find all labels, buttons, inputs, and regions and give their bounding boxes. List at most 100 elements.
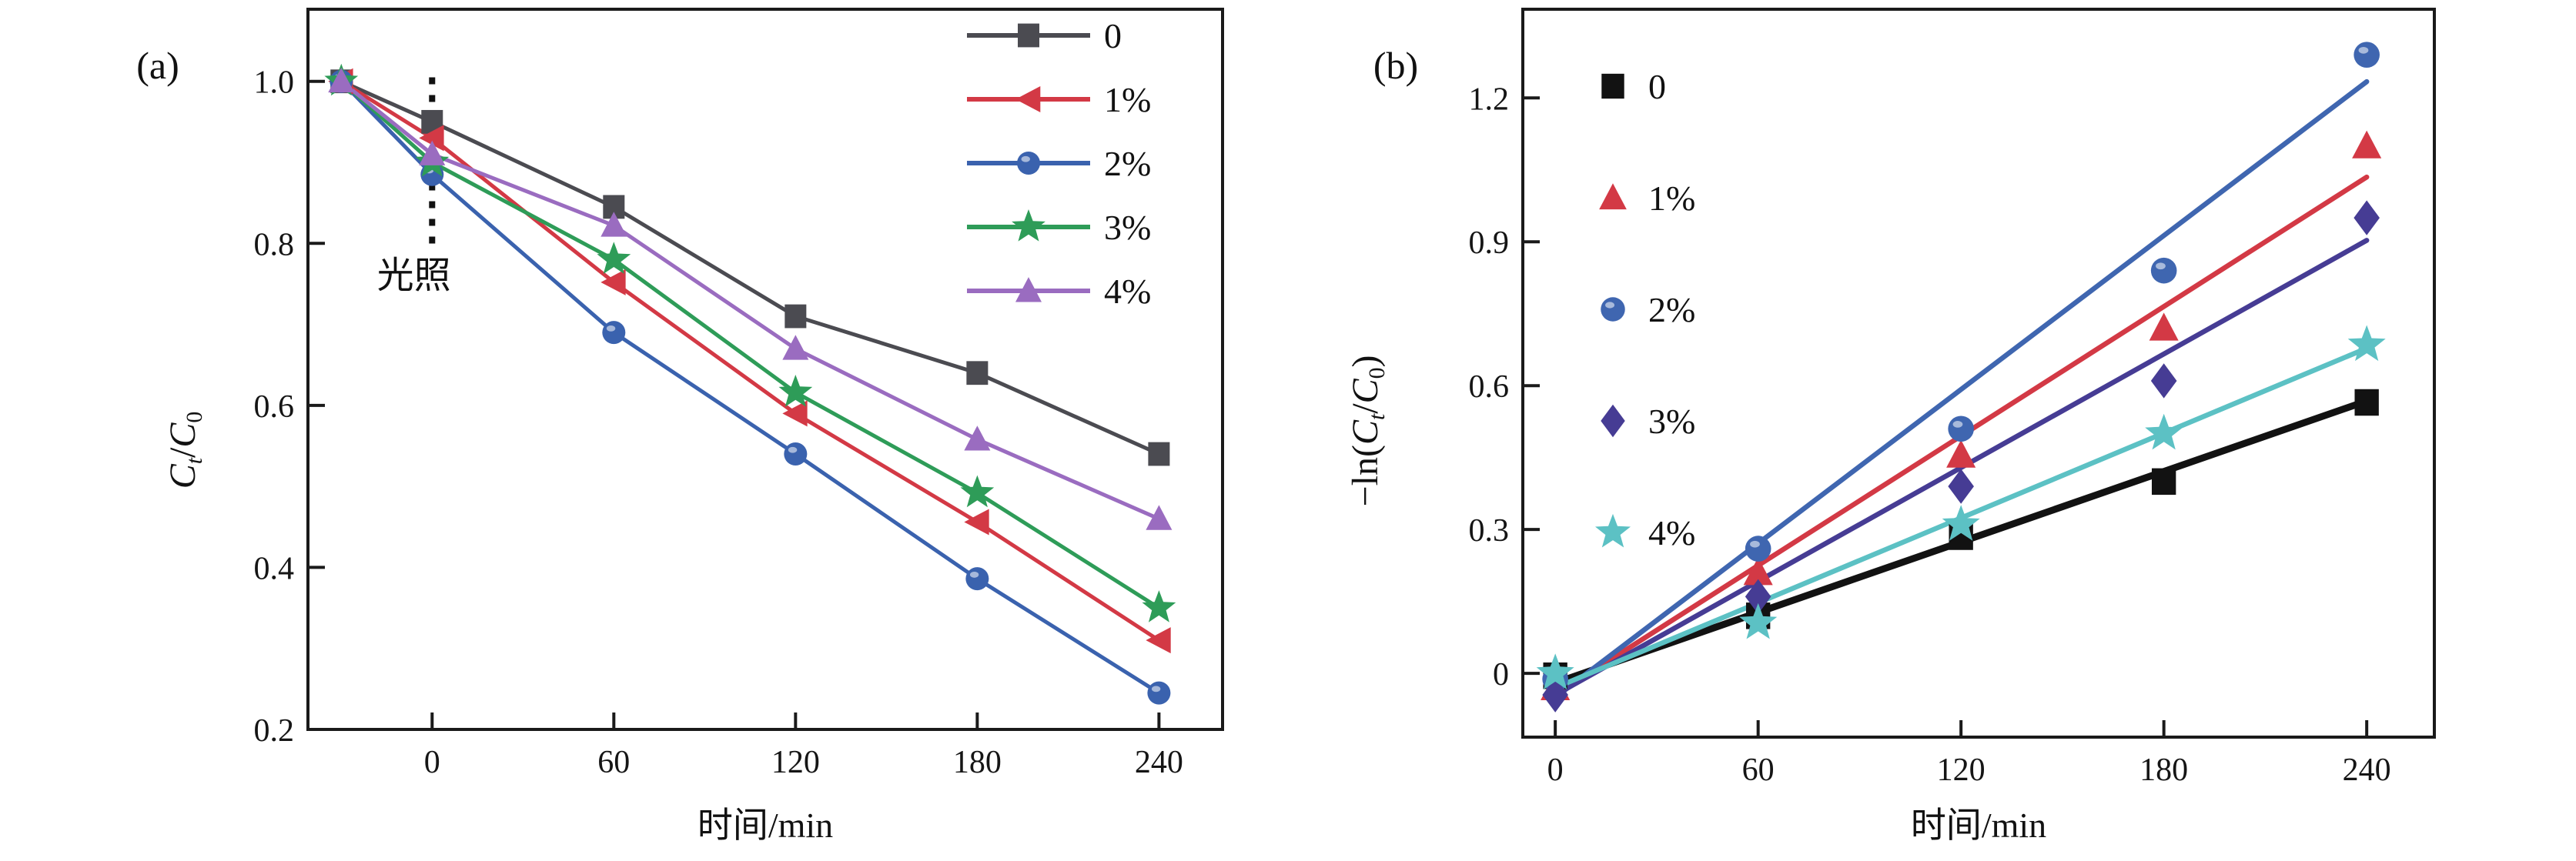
legend-label-0: 0 (1648, 67, 1666, 106)
y-tick-label: 0.6 (1469, 369, 1510, 405)
series-4-marker (2347, 325, 2386, 362)
series-0-marker (966, 361, 989, 385)
series-3-marker (1542, 677, 1568, 712)
series-1-marker (964, 509, 989, 536)
legend-marker-1% (1015, 86, 1041, 112)
legend-label-4%: 4% (1104, 272, 1151, 311)
series-1-marker (1946, 439, 1976, 468)
series-1-marker (1146, 627, 1171, 654)
y-axis-label-part: 0 (181, 411, 207, 423)
series-2-marker-sheen (2358, 46, 2369, 54)
series-4-marker (964, 425, 991, 451)
series-2-marker-sheen (606, 325, 616, 332)
chart-b-plot: 1.2 0.9 0.6 0.3 0 0 60 120 180 240 0 1% 2% 3% 4% (1469, 8, 2436, 788)
x-tick-label: 120 (1937, 753, 1986, 788)
series-4-marker (419, 140, 446, 165)
y-axis-label-part: t (1363, 413, 1390, 421)
series-3-marker (2150, 363, 2177, 399)
y-axis-label-part: 0 (1363, 367, 1390, 379)
legend-marker-0 (1601, 73, 1624, 99)
series-0-marker (1148, 442, 1170, 466)
x-tick-label: 60 (1742, 753, 1775, 788)
chart-panel-b: 1.2 0.9 0.6 0.3 0 0 60 120 180 240 0 1% 2% 3% 4% (b) −… (1288, 0, 2576, 861)
legend-marker-2% (1017, 152, 1040, 175)
legend-marker-4% (1595, 513, 1631, 548)
legend-marker-2%-sheen (1021, 155, 1030, 162)
series-3-fit-line (1552, 238, 2370, 698)
series-2-marker (1745, 536, 1771, 562)
y-axis-label-a: Ct/C0 (162, 412, 208, 489)
series-1-marker (419, 125, 444, 152)
x-axis-label-a: 时间/min (697, 806, 834, 845)
series-0-marker (2151, 468, 2176, 496)
legend-marker-0 (1018, 23, 1039, 48)
series-4-line (340, 79, 1160, 521)
legend-marker-2% (1601, 297, 1625, 322)
series-2-marker (602, 321, 626, 345)
x-tick-label: 180 (2139, 753, 2188, 788)
series-2-marker-sheen (788, 446, 798, 453)
series-2-marker-sheen (1750, 540, 1760, 548)
y-axis-label-part: C (162, 422, 204, 448)
x-tick-label: 0 (424, 745, 440, 780)
legend-label-3%: 3% (1648, 402, 1695, 441)
series-2-marker (784, 442, 808, 466)
y-axis-label-part: C (1345, 379, 1387, 404)
legend-label-2%: 2% (1104, 144, 1151, 183)
y-axis-label-part: / (1345, 403, 1387, 414)
y-axis-label-part: −ln( (1345, 445, 1387, 507)
series-4-marker (328, 67, 355, 93)
series-4-marker (1739, 602, 1778, 639)
y-tick-label: 0 (1493, 657, 1509, 692)
series-3-marker (2354, 200, 2380, 235)
y-axis-label-part: C (162, 464, 204, 489)
series-2-marker-sheen (1952, 421, 1963, 428)
x-tick-label: 60 (597, 745, 630, 780)
x-tick-label: 240 (2343, 753, 2391, 788)
series-3-marker (960, 475, 995, 508)
series-2-line (340, 79, 1160, 695)
series-2-marker (2354, 42, 2380, 68)
y-tick-label: 0.8 (254, 227, 295, 262)
legend-label-2%: 2% (1648, 290, 1695, 329)
y-axis-label-part: ) (1345, 355, 1387, 368)
y-axis-label-part: / (162, 447, 204, 458)
y-tick-label: 0.6 (254, 389, 295, 425)
plot-border (306, 8, 1224, 731)
series-1-marker (601, 269, 626, 295)
illumination-label: 光照 (377, 255, 451, 296)
series-2-marker-sheen (969, 572, 979, 578)
series-0-marker (785, 304, 807, 329)
series-0-line (340, 79, 1160, 456)
legend-label-0: 0 (1104, 16, 1122, 55)
series-2-marker (2150, 257, 2177, 284)
series-1-marker (2352, 130, 2382, 159)
y-axis-label-part: t (181, 457, 207, 465)
series-3-line (340, 79, 1160, 610)
y-tick-label: 0.4 (254, 551, 295, 586)
series-2-marker (1948, 415, 1974, 442)
x-tick-label: 240 (1135, 745, 1183, 780)
y-tick-label: 0.3 (1469, 513, 1510, 549)
series-3-marker (778, 375, 813, 407)
series-4-marker (1146, 505, 1173, 530)
series-2-marker (965, 567, 989, 591)
legend-marker-1% (1599, 183, 1627, 210)
legend-label-1%: 1% (1104, 80, 1151, 119)
series-2-marker (1147, 681, 1171, 705)
series-4-marker (601, 212, 627, 237)
legend-marker-3% (1012, 209, 1045, 242)
y-axis-label-part: C (1345, 420, 1387, 446)
series-4-marker (2145, 413, 2183, 450)
series-2-marker-sheen (1151, 686, 1161, 692)
series-0-marker (2354, 389, 2379, 416)
series-1-marker (2149, 312, 2179, 341)
chart-a-plot: 1.0 0.8 0.6 0.4 0.2 0 60 120 180 240 光照 0 1% 2% 3% 4% (254, 8, 1224, 780)
x-axis-label-b: 时间/min (1910, 806, 2047, 845)
series-4-marker (1942, 505, 1980, 541)
x-tick-label: 180 (953, 745, 1002, 780)
x-tick-label: 120 (771, 745, 820, 780)
series-2-marker-sheen (2156, 262, 2166, 270)
y-tick-label: 0.2 (254, 713, 295, 749)
series-4-marker (1536, 653, 1574, 689)
